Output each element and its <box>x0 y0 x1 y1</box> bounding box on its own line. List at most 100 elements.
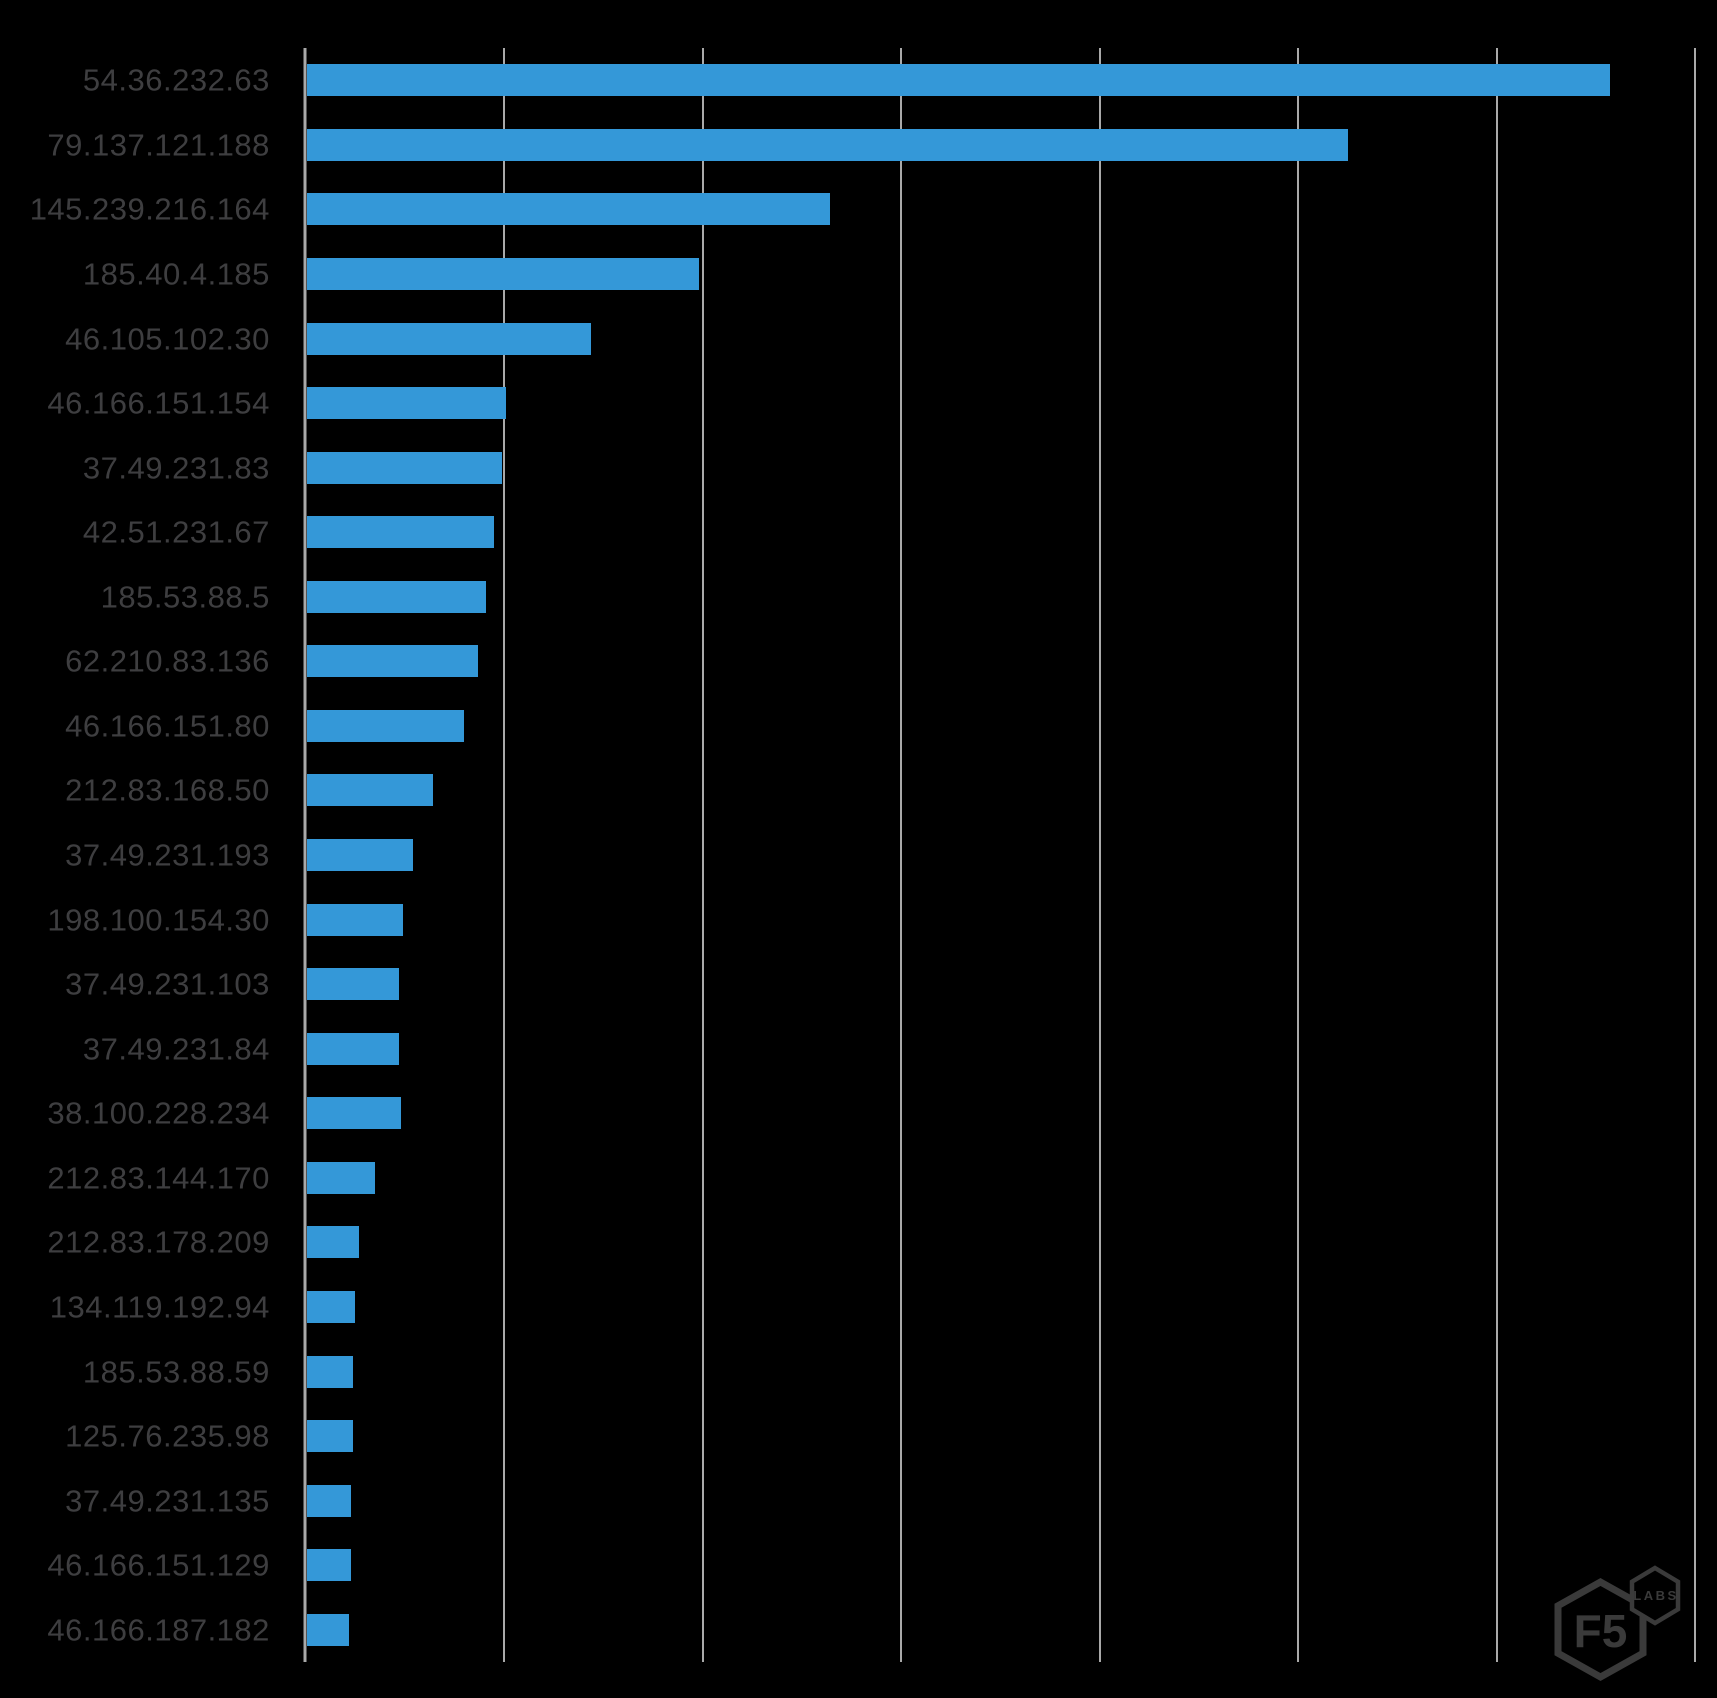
category-label: 46.166.151.80 <box>65 708 270 744</box>
category-label: 46.166.151.154 <box>47 385 270 421</box>
chart-area: 54.36.232.63 79.137.121.188 145.239.216.16… <box>0 48 1717 1662</box>
chart-row: 37.49.231.103 <box>0 952 1717 1017</box>
bar <box>307 257 699 290</box>
chart-row: 185.40.4.185 <box>0 242 1717 307</box>
bar <box>307 64 1610 97</box>
bar-track <box>305 306 1695 371</box>
labs-logo-text: LABS <box>1633 1588 1678 1603</box>
category-label: 185.40.4.185 <box>82 256 270 292</box>
bar <box>307 1549 352 1582</box>
chart-row: 42.51.231.67 <box>0 500 1717 565</box>
chart-row: 46.166.151.154 <box>0 371 1717 436</box>
chart-row: 62.210.83.136 <box>0 629 1717 694</box>
bar <box>307 387 506 420</box>
category-label: 212.83.144.170 <box>47 1160 270 1196</box>
bar-track <box>305 823 1695 888</box>
category-label: 125.76.235.98 <box>65 1418 270 1454</box>
chart-row: 79.137.121.188 <box>0 113 1717 178</box>
chart-row: 37.49.231.193 <box>0 823 1717 888</box>
bar-track <box>305 1275 1695 1340</box>
chart-row: 212.83.178.209 <box>0 1210 1717 1275</box>
bar-track <box>305 952 1695 1017</box>
bar <box>307 1420 354 1453</box>
bar-track <box>305 1339 1695 1404</box>
category-label: 145.239.216.164 <box>29 191 270 227</box>
bar <box>307 839 413 872</box>
chart-row: 46.166.151.80 <box>0 694 1717 759</box>
bar-track <box>305 1598 1695 1663</box>
bar-track <box>305 242 1695 307</box>
chart-row: 46.105.102.30 <box>0 306 1717 371</box>
bar-track <box>305 177 1695 242</box>
bar-track <box>305 48 1695 113</box>
bar <box>307 968 399 1001</box>
category-label: 37.49.231.84 <box>82 1031 270 1067</box>
bar <box>307 1161 375 1194</box>
bar-track <box>305 371 1695 436</box>
category-label: 62.210.83.136 <box>65 643 270 679</box>
category-label: 37.49.231.135 <box>65 1483 270 1519</box>
chart-row: 37.49.231.84 <box>0 1016 1717 1081</box>
bar <box>307 516 495 549</box>
category-label: 212.83.178.209 <box>47 1224 270 1260</box>
chart-row: 37.49.231.83 <box>0 435 1717 500</box>
category-label: 46.105.102.30 <box>65 321 270 357</box>
bar <box>307 1032 399 1065</box>
chart-row: 54.36.232.63 <box>0 48 1717 113</box>
category-label: 185.53.88.5 <box>100 579 270 615</box>
bar <box>307 1226 360 1259</box>
bar <box>307 1613 350 1646</box>
f5-logo-text: F5 <box>1574 1605 1628 1657</box>
chart-row: 134.119.192.94 <box>0 1275 1717 1340</box>
bar-track <box>305 1146 1695 1211</box>
chart-row: 37.49.231.135 <box>0 1468 1717 1533</box>
category-label: 46.166.187.182 <box>47 1612 270 1648</box>
category-label: 54.36.232.63 <box>82 62 270 98</box>
chart-row: 38.100.228.234 <box>0 1081 1717 1146</box>
bar <box>307 903 403 936</box>
bar <box>307 193 830 226</box>
category-label: 212.83.168.50 <box>65 772 270 808</box>
bar-track <box>305 1210 1695 1275</box>
chart-row: 185.53.88.5 <box>0 565 1717 630</box>
bar-track <box>305 500 1695 565</box>
bar-track <box>305 1404 1695 1469</box>
labs-hexagon-icon <box>1629 1565 1681 1626</box>
plot-grid <box>303 48 1697 1662</box>
bar-track <box>305 758 1695 823</box>
bar <box>307 1290 356 1323</box>
bar <box>307 709 465 742</box>
chart-row: 212.83.168.50 <box>0 758 1717 823</box>
chart-row: 125.76.235.98 <box>0 1404 1717 1469</box>
chart-row: 212.83.144.170 <box>0 1146 1717 1211</box>
gridline <box>1495 48 1498 1662</box>
category-label: 185.53.88.59 <box>82 1354 270 1390</box>
bar <box>307 322 592 355</box>
bar-track <box>305 1468 1695 1533</box>
bar <box>307 580 487 613</box>
chart-row: 185.53.88.59 <box>0 1339 1717 1404</box>
bar-track <box>305 1533 1695 1598</box>
category-label: 38.100.228.234 <box>47 1095 270 1131</box>
bar-track <box>305 435 1695 500</box>
category-label: 37.49.231.193 <box>65 837 270 873</box>
bar <box>307 1355 354 1388</box>
category-label: 37.49.231.103 <box>65 966 270 1002</box>
gridline <box>1297 48 1300 1662</box>
bar-track <box>305 113 1695 178</box>
chart-row: 145.239.216.164 <box>0 177 1717 242</box>
gridline <box>701 48 704 1662</box>
chart-row: 198.100.154.30 <box>0 887 1717 952</box>
gridline <box>900 48 903 1662</box>
bar-track <box>305 1081 1695 1146</box>
chart-rows: 54.36.232.63 79.137.121.188 145.239.216.16… <box>0 48 1717 1662</box>
bar-track <box>305 1016 1695 1081</box>
bar-track <box>305 565 1695 630</box>
f5-labs-logo: F5 LABS <box>1554 1565 1681 1682</box>
category-label: 46.166.151.129 <box>47 1547 270 1583</box>
bar <box>307 1484 352 1517</box>
gridline <box>1694 48 1697 1662</box>
bar <box>307 645 479 678</box>
y-axis-line <box>303 48 307 1662</box>
